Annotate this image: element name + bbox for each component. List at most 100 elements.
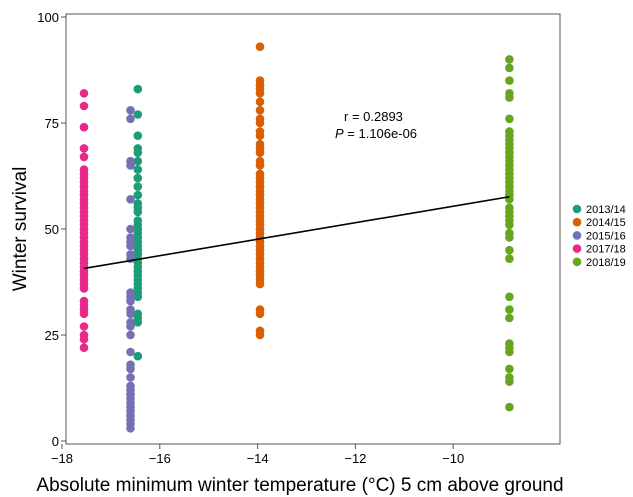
data-point	[505, 245, 514, 255]
legend-swatch	[572, 244, 582, 253]
regression-line	[83, 195, 510, 270]
correlation-r: r = 0.2893	[344, 109, 403, 124]
series-2018-19	[505, 55, 514, 412]
data-point	[505, 377, 514, 386]
data-point	[505, 63, 514, 73]
data-point	[255, 106, 265, 115]
data-point	[255, 330, 265, 340]
data-point	[126, 161, 135, 170]
data-point	[133, 182, 143, 191]
data-point	[133, 190, 143, 200]
data-point	[79, 334, 89, 344]
data-point	[133, 165, 143, 174]
data-point	[133, 110, 143, 119]
series-2014-15	[255, 42, 265, 340]
x-axis-title: Absolute minimum winter temperature (°C)…	[36, 475, 563, 496]
data-point	[505, 254, 514, 263]
data-point	[126, 322, 135, 331]
data-point	[255, 118, 265, 128]
x-axis-ticks: −18 −16 −14 −12 −10	[51, 444, 464, 466]
data-point	[505, 93, 514, 102]
data-point	[505, 313, 514, 323]
data-point	[79, 343, 89, 353]
y-axis-ticks: 0 25 50 75 100	[37, 10, 66, 449]
y-tick-label: 50	[45, 222, 59, 237]
data-point	[126, 114, 135, 124]
x-tick-label: −14	[247, 451, 269, 466]
data-point	[126, 241, 135, 251]
data-point	[79, 322, 89, 331]
data-point	[133, 173, 143, 183]
data-point	[79, 122, 89, 132]
data-point	[505, 402, 514, 412]
data-point	[126, 224, 135, 234]
data-point	[126, 296, 135, 306]
data-point	[505, 364, 514, 374]
data-point	[79, 284, 89, 293]
legend-label: 2017/18	[586, 244, 626, 256]
legend-label: 2015/16	[586, 230, 626, 242]
x-tick-label: −10	[442, 451, 464, 466]
data-point	[79, 152, 89, 162]
data-point	[133, 131, 143, 140]
data-point	[255, 89, 265, 98]
data-point	[126, 195, 135, 204]
data-point	[255, 309, 265, 319]
legend-swatch	[572, 257, 582, 267]
data-point	[133, 351, 143, 361]
legend-label: 2013/14	[586, 204, 626, 216]
data-point	[505, 292, 514, 302]
series-2017-18	[79, 89, 89, 353]
y-tick-label: 0	[52, 434, 59, 449]
series-2013-14	[133, 84, 143, 361]
data-point	[133, 207, 143, 217]
legend-swatch	[572, 204, 582, 214]
data-point	[255, 148, 265, 157]
data-point	[126, 330, 135, 340]
p-value: = 1.106e-06	[344, 126, 417, 141]
data-point	[126, 106, 135, 115]
data-point	[255, 42, 265, 51]
p-label: P	[335, 126, 344, 141]
x-tick-label: −12	[344, 451, 366, 466]
data-point	[505, 305, 514, 314]
series-2015-16	[126, 106, 135, 433]
data-point	[133, 156, 143, 166]
data-point	[255, 131, 265, 140]
y-axis-title: Winter survival	[10, 167, 31, 292]
data-point	[133, 318, 143, 327]
data-point	[255, 97, 265, 107]
data-point	[133, 292, 143, 302]
data-point	[126, 347, 135, 357]
data-point	[79, 309, 89, 319]
data-point	[126, 424, 135, 433]
y-tick-label: 25	[45, 328, 59, 343]
data-points	[79, 42, 514, 433]
data-point	[505, 347, 514, 357]
data-point	[126, 373, 135, 382]
data-point	[133, 84, 143, 94]
x-tick-label: −18	[51, 451, 73, 466]
data-point	[255, 161, 265, 170]
data-point	[79, 144, 89, 153]
data-point	[505, 114, 514, 124]
data-point	[255, 279, 265, 289]
y-tick-label: 75	[45, 116, 59, 131]
legend-label: 2014/15	[586, 217, 626, 229]
legend-label: 2018/19	[586, 257, 626, 269]
data-point	[505, 195, 514, 204]
data-point	[505, 76, 514, 85]
data-point	[505, 55, 514, 64]
data-point	[126, 309, 135, 319]
data-point	[79, 89, 89, 98]
x-tick-label: −16	[149, 451, 171, 466]
data-point	[505, 233, 514, 242]
y-tick-label: 100	[37, 10, 59, 25]
legend-swatch	[572, 231, 582, 240]
data-point	[133, 148, 143, 157]
correlation-p: P = 1.106e-06	[335, 126, 417, 141]
data-point	[79, 101, 89, 111]
data-point	[505, 220, 514, 230]
